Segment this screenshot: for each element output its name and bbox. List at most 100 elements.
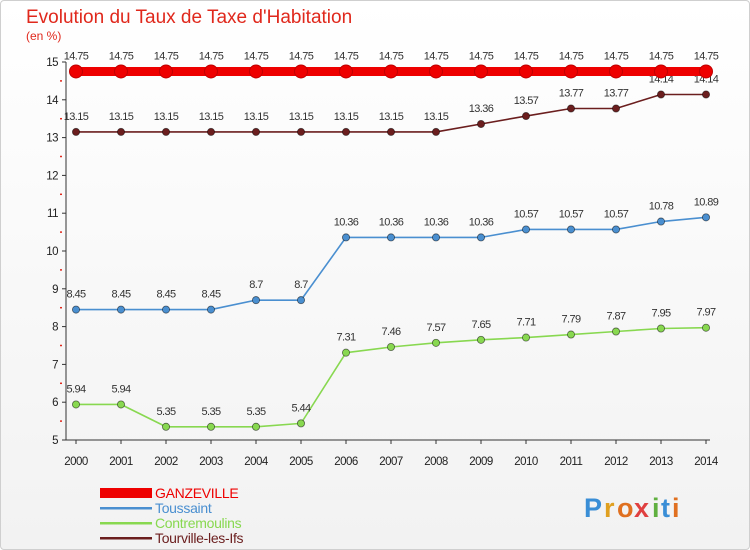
data-label: 10.57: [514, 208, 539, 220]
x-tick-label: 2010: [514, 456, 538, 468]
series-tourville-les-ifs: 13.15 13.15 13.15 13.15 13.15 13.15 13.15 13.15…: [64, 74, 719, 136]
data-label: 14.75: [154, 50, 179, 62]
data-point: [72, 127, 81, 136]
y-tick-label: 13: [46, 133, 58, 145]
data-label: 7.31: [336, 332, 355, 344]
data-point: [654, 64, 668, 79]
data-label: 14.75: [64, 50, 89, 62]
data-point: [72, 400, 81, 409]
data-label: 7.87: [606, 311, 625, 323]
data-label: 8.45: [201, 289, 220, 301]
data-label: 14.75: [379, 50, 404, 62]
data-point: [296, 296, 305, 305]
legend: GANZEVILLEToussaintContremoulinsTourvill…: [100, 485, 244, 546]
data-label: 14.75: [334, 50, 359, 62]
data-label: 7.79: [561, 314, 580, 326]
data-point: [296, 419, 305, 428]
data-label: 7.97: [696, 307, 715, 319]
data-point: [251, 296, 260, 305]
legend-item: GANZEVILLE: [100, 485, 239, 501]
legend-swatch: [100, 507, 152, 510]
data-label: 7.65: [471, 319, 490, 331]
data-point: [612, 225, 621, 234]
data-label: 14.75: [244, 50, 269, 62]
x-tick-label: 2013: [649, 456, 673, 468]
data-point: [161, 305, 170, 314]
data-label: 8.45: [156, 289, 175, 301]
data-point: [564, 64, 578, 79]
data-point: [341, 127, 350, 136]
data-label: 13.15: [64, 111, 89, 123]
data-label: 13.15: [154, 111, 179, 123]
series-contremoulins: 5.94 5.94 5.35 5.35 5.35 5.44 7.31 7.46 7.57 7.65…: [66, 307, 717, 431]
data-label: 13.57: [514, 95, 539, 107]
data-point: [206, 305, 215, 314]
brand-letter: o: [617, 493, 635, 523]
data-label: 13.15: [244, 111, 269, 123]
data-point: [341, 233, 350, 242]
data-point: [429, 64, 443, 79]
data-label: 5.35: [156, 406, 175, 418]
data-point: [476, 335, 485, 344]
data-point: [386, 343, 395, 352]
x-tick-label: 2002: [154, 456, 178, 468]
x-tick-label: 2009: [469, 456, 493, 468]
data-point: [567, 225, 576, 234]
data-label: 14.75: [604, 50, 629, 62]
data-point: [251, 127, 260, 136]
y-tick-label: 15: [46, 57, 58, 69]
data-point: [657, 90, 666, 99]
data-label: 5.35: [201, 406, 220, 418]
data-label: 13.15: [289, 111, 314, 123]
data-label: 13.36: [469, 103, 494, 115]
data-point: [251, 422, 260, 431]
x-tick-label: 2011: [560, 456, 583, 468]
data-point: [431, 233, 440, 242]
data-point: [519, 64, 533, 79]
data-point: [117, 305, 126, 314]
legend-item: Contremoulins: [100, 515, 242, 531]
data-label: 14.14: [649, 74, 674, 86]
data-label: 5.35: [246, 406, 265, 418]
data-point: [249, 64, 263, 79]
data-point: [117, 400, 126, 409]
data-point: [567, 104, 576, 113]
data-point: [431, 127, 440, 136]
data-point: [657, 217, 666, 226]
data-point: [341, 348, 350, 357]
data-label: 14.14: [694, 74, 719, 86]
data-label: 5.44: [291, 402, 310, 414]
legend-swatch: [100, 522, 152, 525]
data-label: 5.94: [66, 383, 85, 395]
legend-label: Tourville-les-Ifs: [155, 530, 244, 546]
data-point: [161, 127, 170, 136]
data-label: 13.77: [604, 87, 629, 99]
data-label: 10.89: [694, 196, 719, 208]
legend-label: Contremoulins: [155, 515, 242, 531]
data-label: 5.94: [111, 383, 130, 395]
data-point: [476, 233, 485, 242]
data-point: [431, 338, 440, 347]
data-point: [161, 422, 170, 431]
data-point: [69, 64, 83, 79]
data-point: [386, 127, 395, 136]
data-label: 8.7: [249, 279, 263, 291]
data-label: 7.57: [426, 322, 445, 334]
data-label: 14.75: [694, 50, 719, 62]
data-label: 10.57: [559, 208, 584, 220]
data-point: [386, 233, 395, 242]
data-label: 7.95: [651, 307, 670, 319]
data-point: [657, 324, 666, 333]
legend-item: Toussaint: [100, 500, 212, 516]
data-point: [159, 64, 173, 79]
data-label: 13.77: [559, 87, 584, 99]
data-point: [117, 127, 126, 136]
data-label: 13.15: [334, 111, 359, 123]
x-tick-label: 2008: [424, 456, 448, 468]
data-label: 13.15: [379, 111, 404, 123]
data-point: [702, 323, 711, 332]
data-label: 14.75: [289, 50, 314, 62]
brand-letter: P: [584, 493, 603, 523]
